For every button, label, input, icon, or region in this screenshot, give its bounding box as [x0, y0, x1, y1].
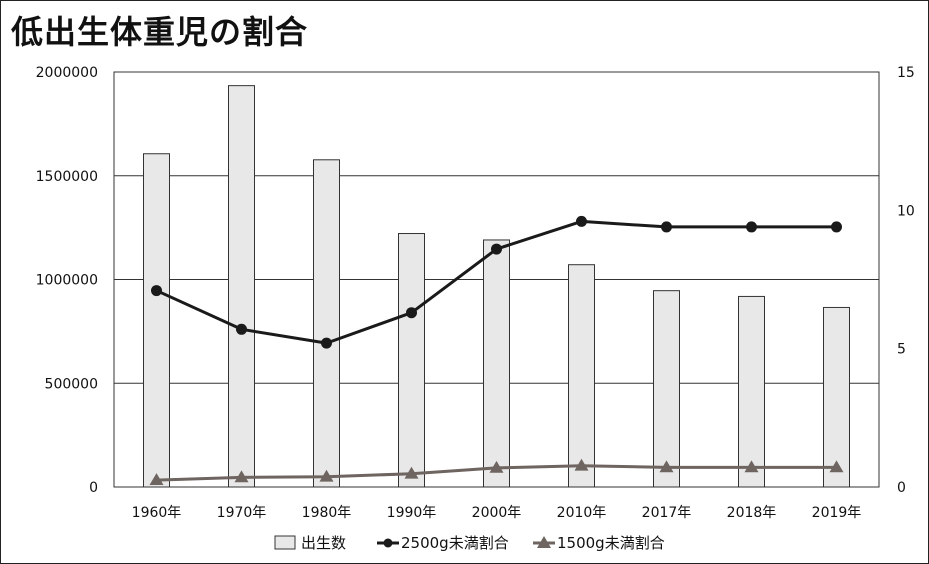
- y2-tick-label-3: 15: [897, 65, 915, 81]
- bar-6: [653, 290, 680, 488]
- line2500-point-5: [576, 215, 587, 227]
- x-tick-label-0: 1960年: [132, 505, 182, 521]
- x-tick-label-7: 2018年: [727, 505, 777, 521]
- line2500-point-6: [661, 221, 672, 233]
- legend-1500-label: 1500g未満割合: [557, 534, 665, 552]
- line2500-point-2: [321, 337, 332, 349]
- line1500-point-7: [744, 460, 759, 473]
- chart-title: 低出生体重児の割合: [11, 13, 309, 51]
- legend-2500-label: 2500g未満割合: [401, 534, 509, 552]
- x-tick-label-1: 1970年: [217, 505, 267, 521]
- x-tick-label-8: 2019年: [812, 505, 862, 521]
- legend-bar-label: 出生数: [301, 534, 346, 552]
- x-tick-label-3: 1990年: [387, 505, 437, 521]
- line1500-point-3: [404, 466, 419, 479]
- bar-8: [823, 306, 850, 488]
- y2-tick-label-1: 5: [897, 342, 906, 358]
- bar-5: [568, 264, 595, 488]
- y-tick-label-0: 0: [89, 480, 98, 496]
- legend-1500-swatch-marker: [537, 536, 551, 548]
- x-tick-label-6: 2017年: [642, 505, 692, 521]
- line1500-point-6: [659, 460, 674, 473]
- legend-bar-swatch: [274, 535, 296, 550]
- line1500-point-4: [489, 460, 504, 473]
- line2500-point-7: [746, 221, 757, 233]
- line2500-point-3: [406, 307, 417, 319]
- line2500-point-4: [491, 243, 502, 255]
- line2500-point-0: [151, 285, 162, 297]
- y-tick-label-4: 2000000: [36, 65, 98, 81]
- bar-2: [313, 159, 340, 488]
- line2500-point-8: [831, 221, 842, 233]
- bar-0: [143, 153, 170, 488]
- bar-7: [738, 295, 765, 488]
- y-tick-label-1: 500000: [45, 376, 98, 392]
- y-tick-label-3: 1500000: [36, 169, 98, 185]
- legend-2500-swatch-marker: [383, 538, 393, 548]
- x-tick-label-4: 2000年: [472, 505, 522, 521]
- line1500-point-1: [234, 470, 249, 483]
- line2500-point-1: [236, 323, 247, 335]
- bar-1: [228, 85, 255, 488]
- x-tick-label-2: 1980年: [302, 505, 352, 521]
- bar-4: [483, 239, 510, 488]
- x-tick-label-5: 2010年: [557, 505, 607, 521]
- y-tick-label-2: 1000000: [36, 273, 98, 289]
- line1500-point-0: [149, 473, 164, 485]
- line1500-point-8: [829, 460, 844, 473]
- y2-tick-label-0: 0: [897, 480, 906, 496]
- bar-3: [398, 233, 425, 488]
- line1500-point-2: [319, 469, 334, 482]
- line1500-point-5: [574, 458, 589, 471]
- y2-tick-label-2: 10: [897, 203, 915, 219]
